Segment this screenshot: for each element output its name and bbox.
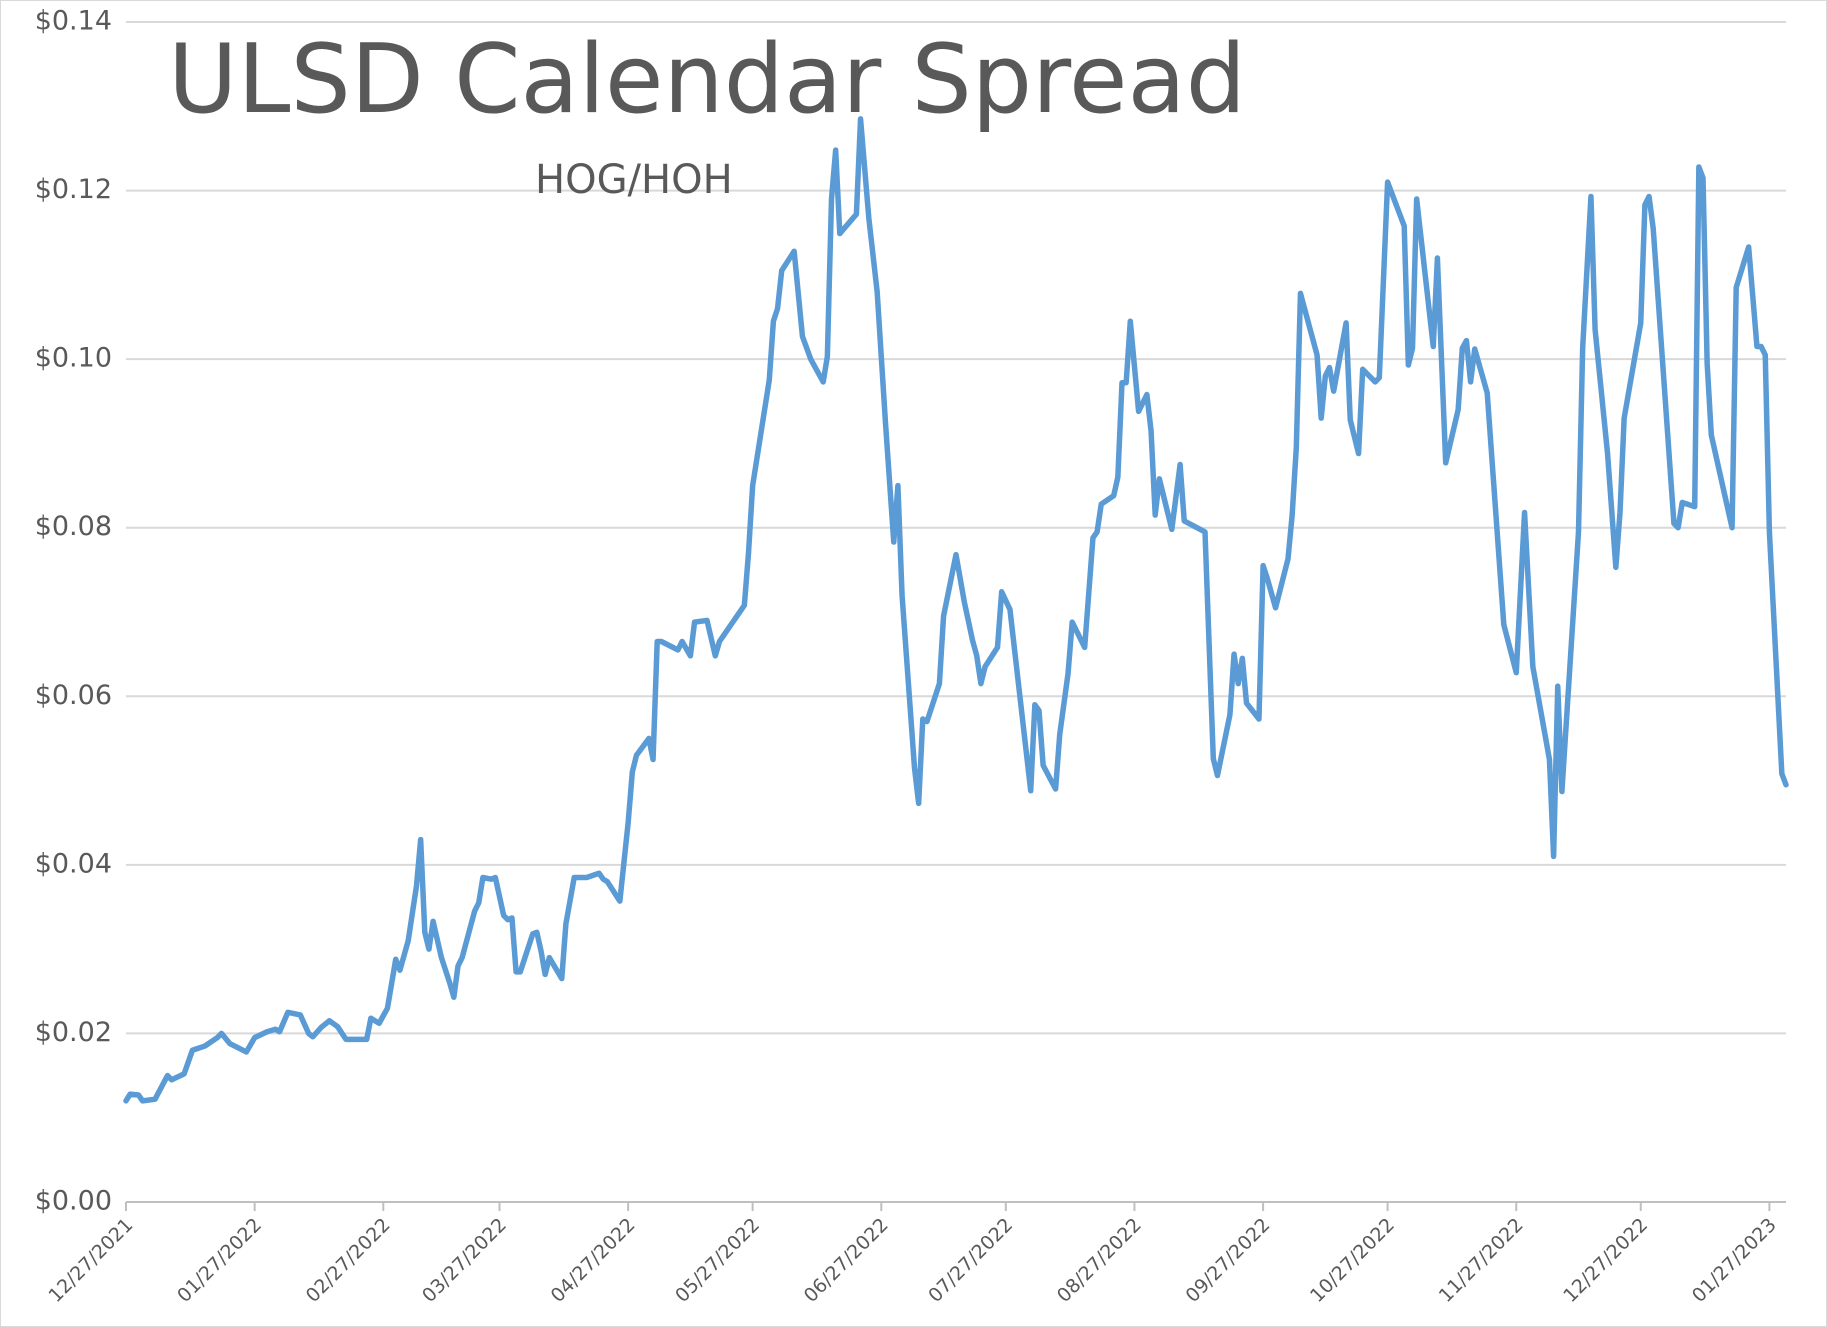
y-tick-label: $0.00 [35, 1186, 112, 1217]
y-tick-label: $0.08 [35, 511, 112, 542]
y-tick-label: $0.06 [35, 680, 112, 711]
y-tick-label: $0.14 [35, 6, 112, 37]
grid [126, 21, 1786, 1203]
line-series [123, 116, 1789, 1104]
chart-subtitle: HOG/HOH [535, 157, 733, 203]
y-tick-label: $0.12 [35, 174, 112, 205]
y-tick-label: $0.04 [35, 848, 112, 879]
lines [123, 116, 1789, 1104]
chart-title: ULSD Calendar Spread [168, 25, 1246, 135]
y-tick-label: $0.02 [35, 1017, 112, 1048]
y-tick-label: $0.10 [35, 343, 112, 374]
